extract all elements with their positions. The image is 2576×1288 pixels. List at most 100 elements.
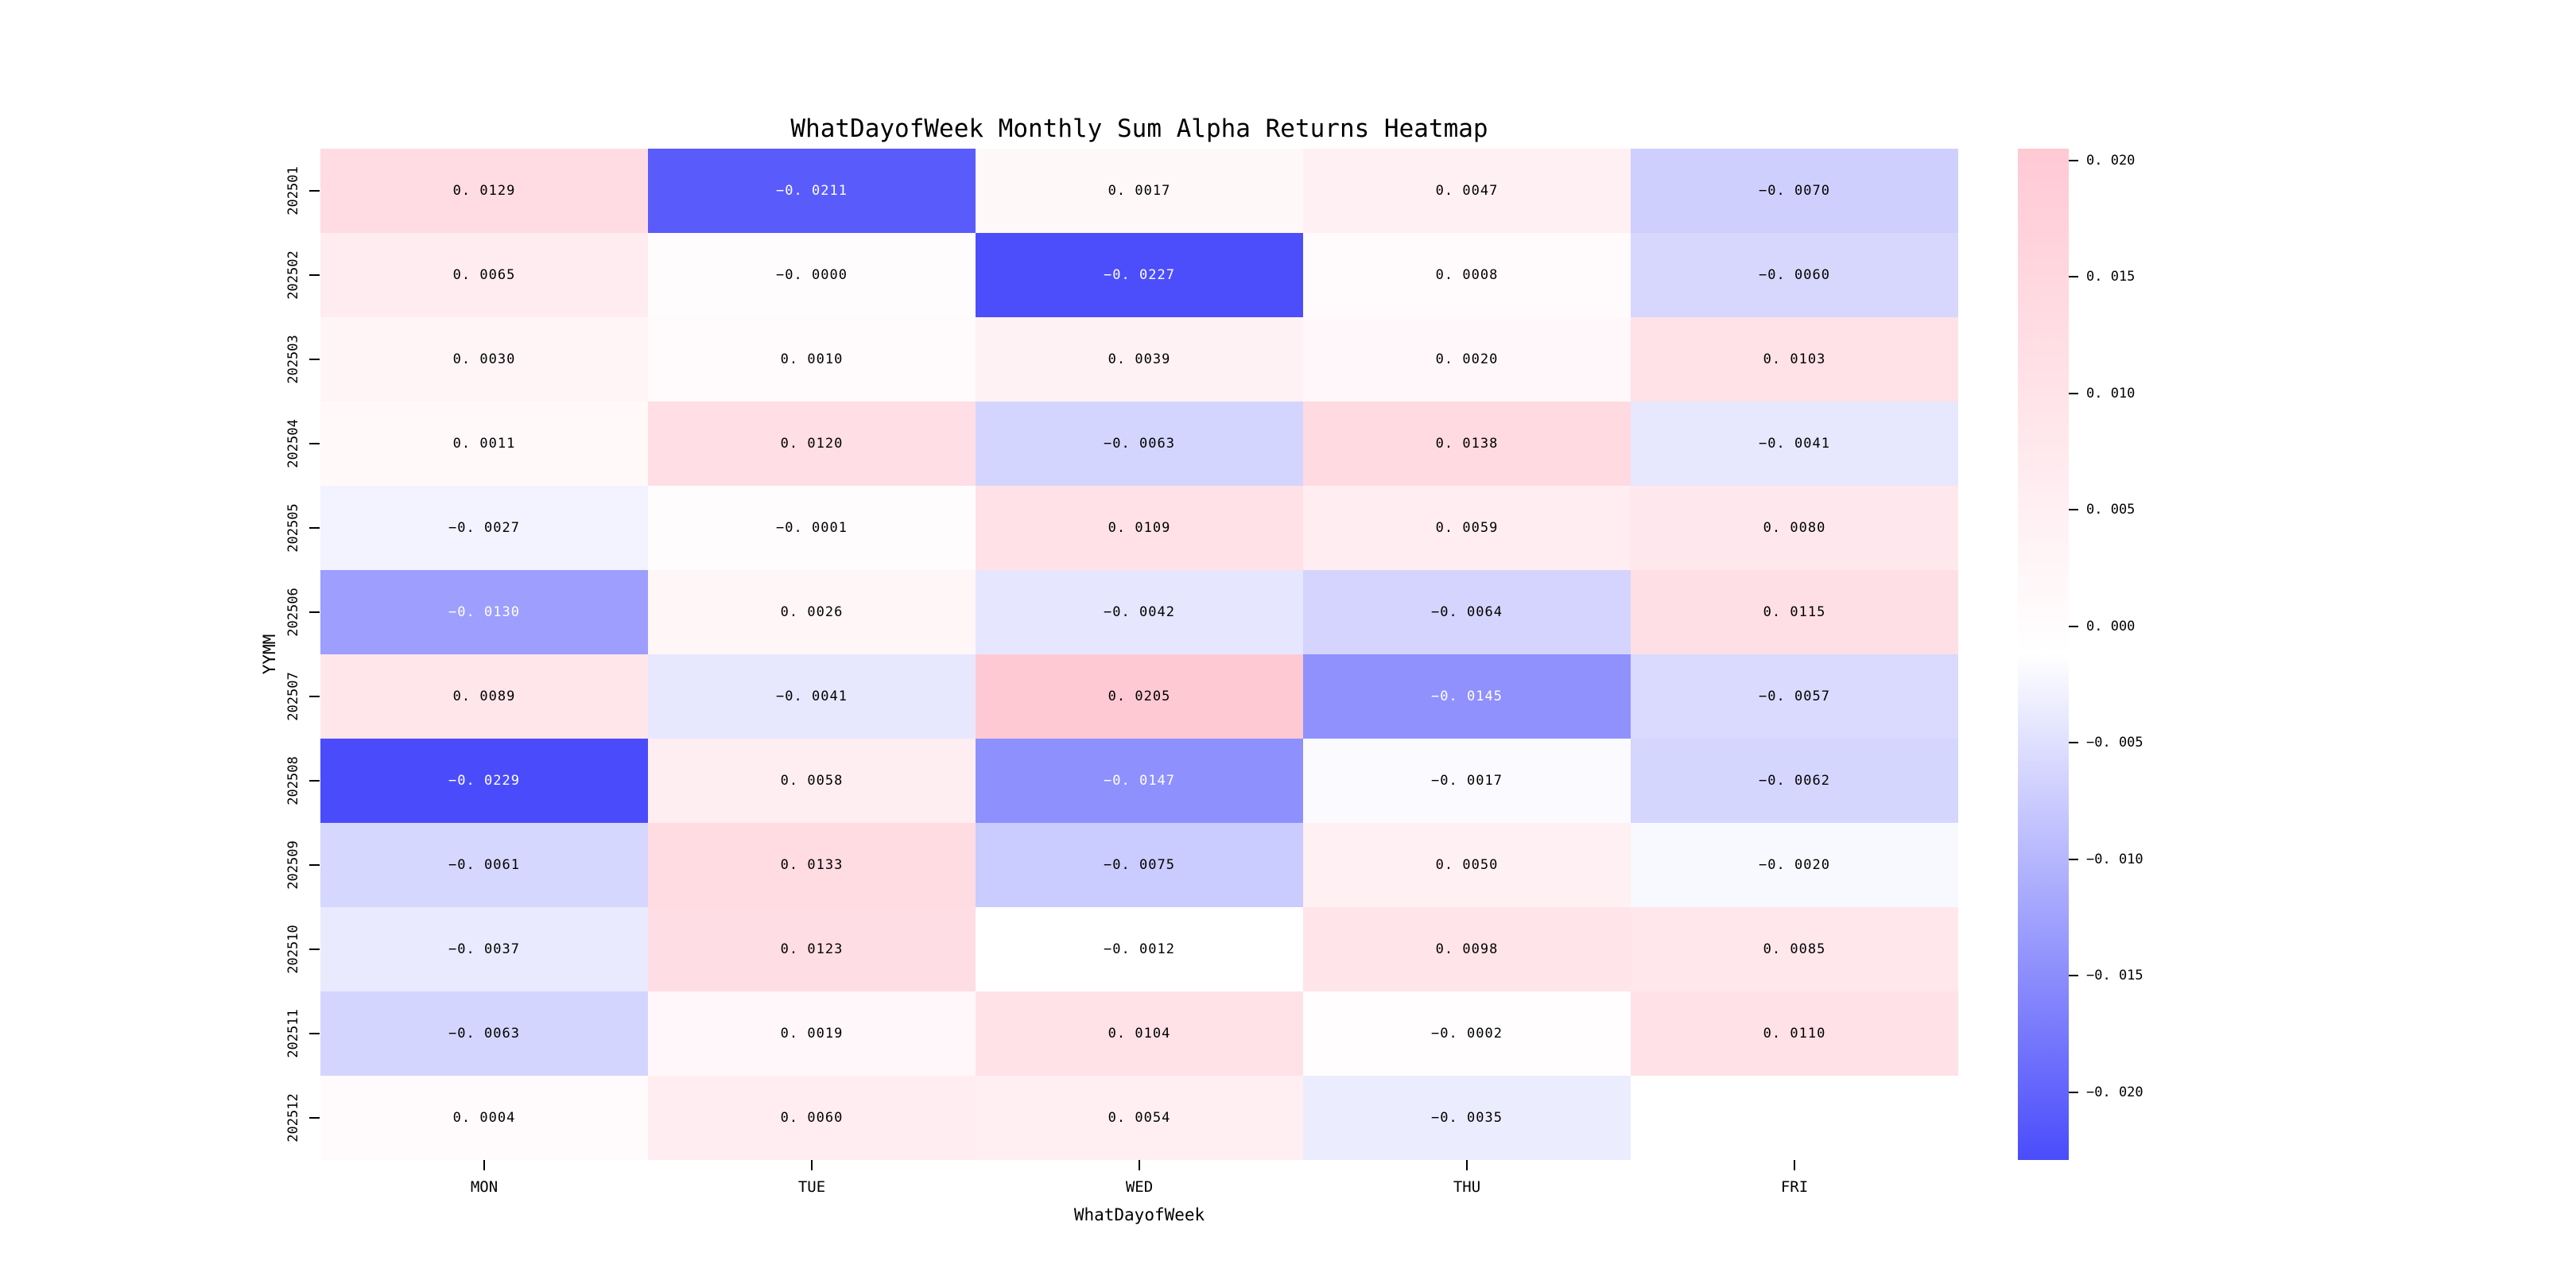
y-axis-title: YYMM	[260, 634, 279, 675]
heatmap-cell: 0. 0019	[648, 991, 976, 1076]
heatmap-cell: 0. 0030	[320, 317, 648, 402]
cell-value: −0. 0001	[776, 520, 848, 536]
colorbar-tick-label: −0. 005	[2086, 735, 2143, 751]
cell-value: −0. 0041	[1759, 436, 1830, 452]
heatmap-cell	[1631, 1076, 1958, 1160]
heatmap-cell: 0. 0011	[320, 402, 648, 486]
cell-value: −0. 0227	[1104, 267, 1175, 283]
heatmap-cell: 0. 0060	[648, 1076, 976, 1160]
cell-value: −0. 0145	[1431, 689, 1503, 704]
y-tick-mark	[309, 864, 320, 866]
colorbar-tick-label: −0. 015	[2086, 968, 2143, 984]
cell-value: −0. 0037	[448, 941, 520, 957]
cell-value: −0. 0012	[1104, 941, 1175, 957]
heatmap-cell: −0. 0229	[320, 739, 648, 823]
x-tick-mark	[1466, 1160, 1468, 1170]
x-tick-label: TUE	[797, 1178, 826, 1196]
colorbar-tick-mark	[2069, 159, 2078, 161]
cell-value: −0. 0064	[1431, 604, 1503, 620]
cell-value: 0. 0115	[1763, 604, 1826, 620]
heatmap-cell: −0. 0130	[320, 570, 648, 654]
heatmap-cell: 0. 0115	[1631, 570, 1958, 654]
cell-value: 0. 0039	[1108, 351, 1171, 367]
cell-value: −0. 0060	[1759, 267, 1830, 283]
y-tick-mark	[309, 1033, 320, 1034]
cell-value: 0. 0089	[452, 689, 516, 704]
heatmap-cell: −0. 0060	[1631, 233, 1958, 317]
cell-value: 0. 0004	[452, 1110, 516, 1126]
heatmap-cell: 0. 0047	[1303, 149, 1631, 233]
heatmap-cell: −0. 0017	[1303, 739, 1631, 823]
heatmap-cell: 0. 0205	[976, 654, 1303, 739]
cell-value: 0. 0058	[780, 773, 844, 789]
heatmap-grid: 0. 0129 −0. 0211 0. 0017 0. 0047 −0. 0070 0. …	[320, 149, 1958, 1160]
heatmap-cell: 0. 0085	[1631, 907, 1958, 991]
heatmap-cell: 0. 0080	[1631, 486, 1958, 570]
cell-value: −0. 0000	[776, 267, 848, 283]
heatmap-cell: −0. 0027	[320, 486, 648, 570]
cell-value: 0. 0123	[780, 941, 844, 957]
x-tick-mark	[483, 1160, 485, 1170]
cell-value: 0. 0109	[1108, 520, 1171, 536]
y-tick-mark	[309, 527, 320, 529]
heatmap-cell: 0. 0089	[320, 654, 648, 739]
heatmap-cell: 0. 0138	[1303, 402, 1631, 486]
heatmap-cell: −0. 0037	[320, 907, 648, 991]
heatmap-cell: −0. 0070	[1631, 149, 1958, 233]
colorbar-tick-mark	[2069, 625, 2078, 627]
cell-value: 0. 0104	[1108, 1026, 1171, 1042]
heatmap-cell: 0. 0059	[1303, 486, 1631, 570]
cell-value: −0. 0070	[1759, 183, 1830, 199]
cell-value: 0. 0065	[452, 267, 516, 283]
y-tick-label: 202507	[285, 672, 301, 721]
y-tick-label: 202510	[285, 925, 301, 974]
cell-value: 0. 0205	[1108, 689, 1171, 704]
cell-value: −0. 0229	[448, 773, 520, 789]
heatmap-cell: 0. 0110	[1631, 991, 1958, 1076]
heatmap-cell: 0. 0026	[648, 570, 976, 654]
cell-value: 0. 0129	[452, 183, 516, 199]
cell-value: −0. 0017	[1431, 773, 1503, 789]
heatmap-cell: 0. 0065	[320, 233, 648, 317]
y-tick-label: 202509	[285, 840, 301, 890]
cell-value: −0. 0061	[448, 857, 520, 873]
cell-value: 0. 0060	[780, 1110, 844, 1126]
colorbar-tick-mark	[2069, 392, 2078, 394]
y-tick-mark	[309, 696, 320, 697]
y-tick-label: 202501	[285, 166, 301, 215]
y-tick-mark	[309, 190, 320, 192]
y-tick-mark	[309, 611, 320, 613]
y-tick-mark	[309, 443, 320, 444]
cell-value: 0. 0085	[1763, 941, 1826, 957]
heatmap-cell: −0. 0035	[1303, 1076, 1631, 1160]
heatmap-cell: 0. 0109	[976, 486, 1303, 570]
heatmap-cell: 0. 0010	[648, 317, 976, 402]
heatmap-cell: 0. 0050	[1303, 823, 1631, 907]
x-tick-label: MON	[470, 1178, 499, 1196]
y-tick-label: 202504	[285, 419, 301, 468]
x-tick-mark	[811, 1160, 813, 1170]
colorbar-gradient	[2018, 149, 2069, 1160]
heatmap-cell: 0. 0133	[648, 823, 976, 907]
heatmap-cell: 0. 0104	[976, 991, 1303, 1076]
cell-value: −0. 0062	[1759, 773, 1830, 789]
chart-title: WhatDayofWeek Monthly Sum Alpha Returns …	[790, 114, 1488, 143]
y-tick-label: 202508	[285, 756, 301, 805]
cell-value: −0. 0057	[1759, 689, 1830, 704]
colorbar-tick-label: 0. 020	[2086, 152, 2136, 169]
heatmap-cell: −0. 0002	[1303, 991, 1631, 1076]
colorbar-tick-label: 0. 010	[2086, 385, 2136, 402]
x-tick-label: FRI	[1780, 1178, 1809, 1196]
heatmap-cell: 0. 0008	[1303, 233, 1631, 317]
cell-value: 0. 0103	[1763, 351, 1826, 367]
heatmap-cell: −0. 0057	[1631, 654, 1958, 739]
heatmap-cell: −0. 0064	[1303, 570, 1631, 654]
heatmap-cell: 0. 0039	[976, 317, 1303, 402]
cell-value: 0. 0059	[1435, 520, 1499, 536]
cell-value: 0. 0011	[452, 436, 516, 452]
heatmap-cell: 0. 0098	[1303, 907, 1631, 991]
colorbar-tick-mark	[2069, 509, 2078, 511]
colorbar-tick-label: 0. 015	[2086, 269, 2136, 285]
cell-value: −0. 0042	[1104, 604, 1175, 620]
colorbar-tick-label: −0. 010	[2086, 851, 2143, 867]
